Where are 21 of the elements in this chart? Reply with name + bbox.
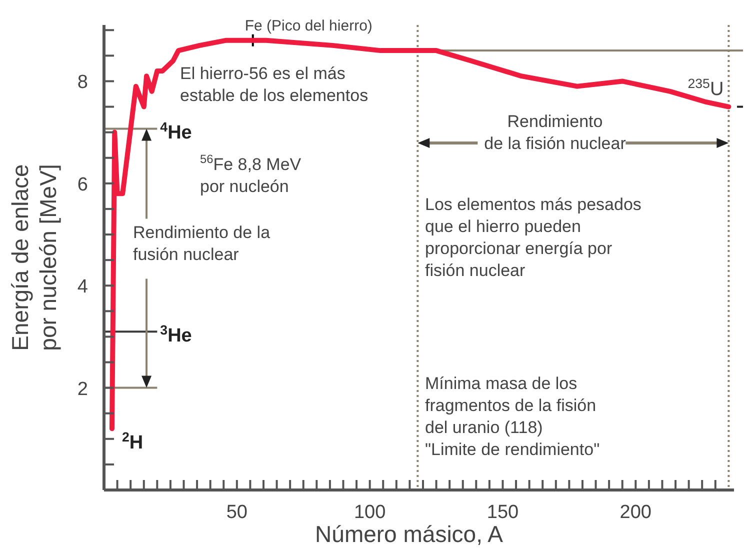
y-axis-title: Energía de enlace por nucleón [MeV] — [7, 164, 61, 351]
x-tick-label: 150 — [486, 502, 519, 523]
y-tick-label: 8 — [77, 72, 88, 94]
x-axis-title: Número másico, A — [315, 521, 504, 547]
x-tick-label: 50 — [226, 502, 248, 523]
annotation: Los elementos más pesados que el hierro pueden proporcionar energía por fisión nuclear — [425, 195, 642, 280]
ref-line-label: $^{4}$He — [160, 119, 192, 144]
y-tick-label: 4 — [77, 276, 88, 298]
annotation: $^{56}$Fe 8,8 MeV por nucleón — [200, 152, 302, 196]
annotation: $^{2}$H — [122, 429, 144, 454]
annotation: Rendimiento de la fisión nuclear — [484, 112, 626, 153]
annotation: El hierro-56 es el más estable de los elementos — [180, 64, 368, 105]
annotation: Fe (Pico del hierro) — [244, 17, 372, 34]
y-tick-label: 2 — [77, 378, 88, 400]
ref-line-label: $^{3}$He — [160, 322, 192, 347]
annotation: Mínima masa de los fragmentos de la fisión del uranio (118) "Limite de rendimiento" — [425, 374, 600, 459]
y-tick-label: 6 — [77, 174, 88, 196]
x-tick-label: 200 — [620, 502, 652, 523]
annotation: Rendimiento de la fusión nuclear — [133, 223, 271, 264]
x-tick-label: 100 — [354, 502, 386, 523]
annotation: $^{235}$U — [688, 75, 724, 100]
